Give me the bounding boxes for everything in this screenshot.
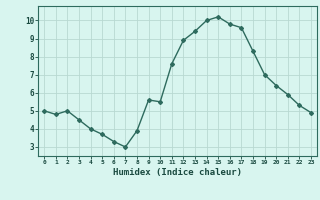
X-axis label: Humidex (Indice chaleur): Humidex (Indice chaleur)	[113, 168, 242, 177]
